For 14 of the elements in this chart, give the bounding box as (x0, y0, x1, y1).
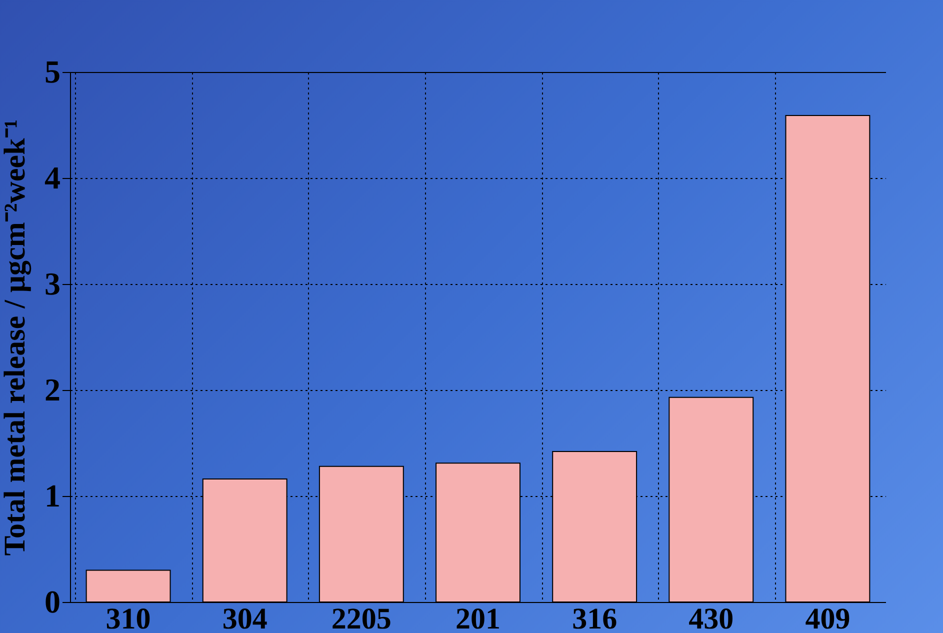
y-tick-label: 5 (44, 54, 60, 90)
x-tick-label: 310 (106, 602, 151, 633)
y-tick-label: 3 (44, 266, 60, 302)
y-axis-title: Total metal release / μgcm⁻²week⁻¹ (0, 119, 32, 556)
x-tick-label: 201 (456, 602, 500, 633)
y-tick-label: 2 (44, 372, 60, 408)
x-tick-label: 409 (805, 602, 850, 633)
x-tick-label: 2205 (331, 602, 392, 633)
y-tick-label: 4 (44, 160, 60, 196)
y-tick-label: 1 (44, 478, 60, 514)
x-tick-label: 430 (688, 602, 734, 633)
x-tick-label: 304 (222, 602, 268, 633)
y-tick-label: 0 (44, 584, 60, 620)
x-tick-label: 316 (572, 602, 618, 633)
